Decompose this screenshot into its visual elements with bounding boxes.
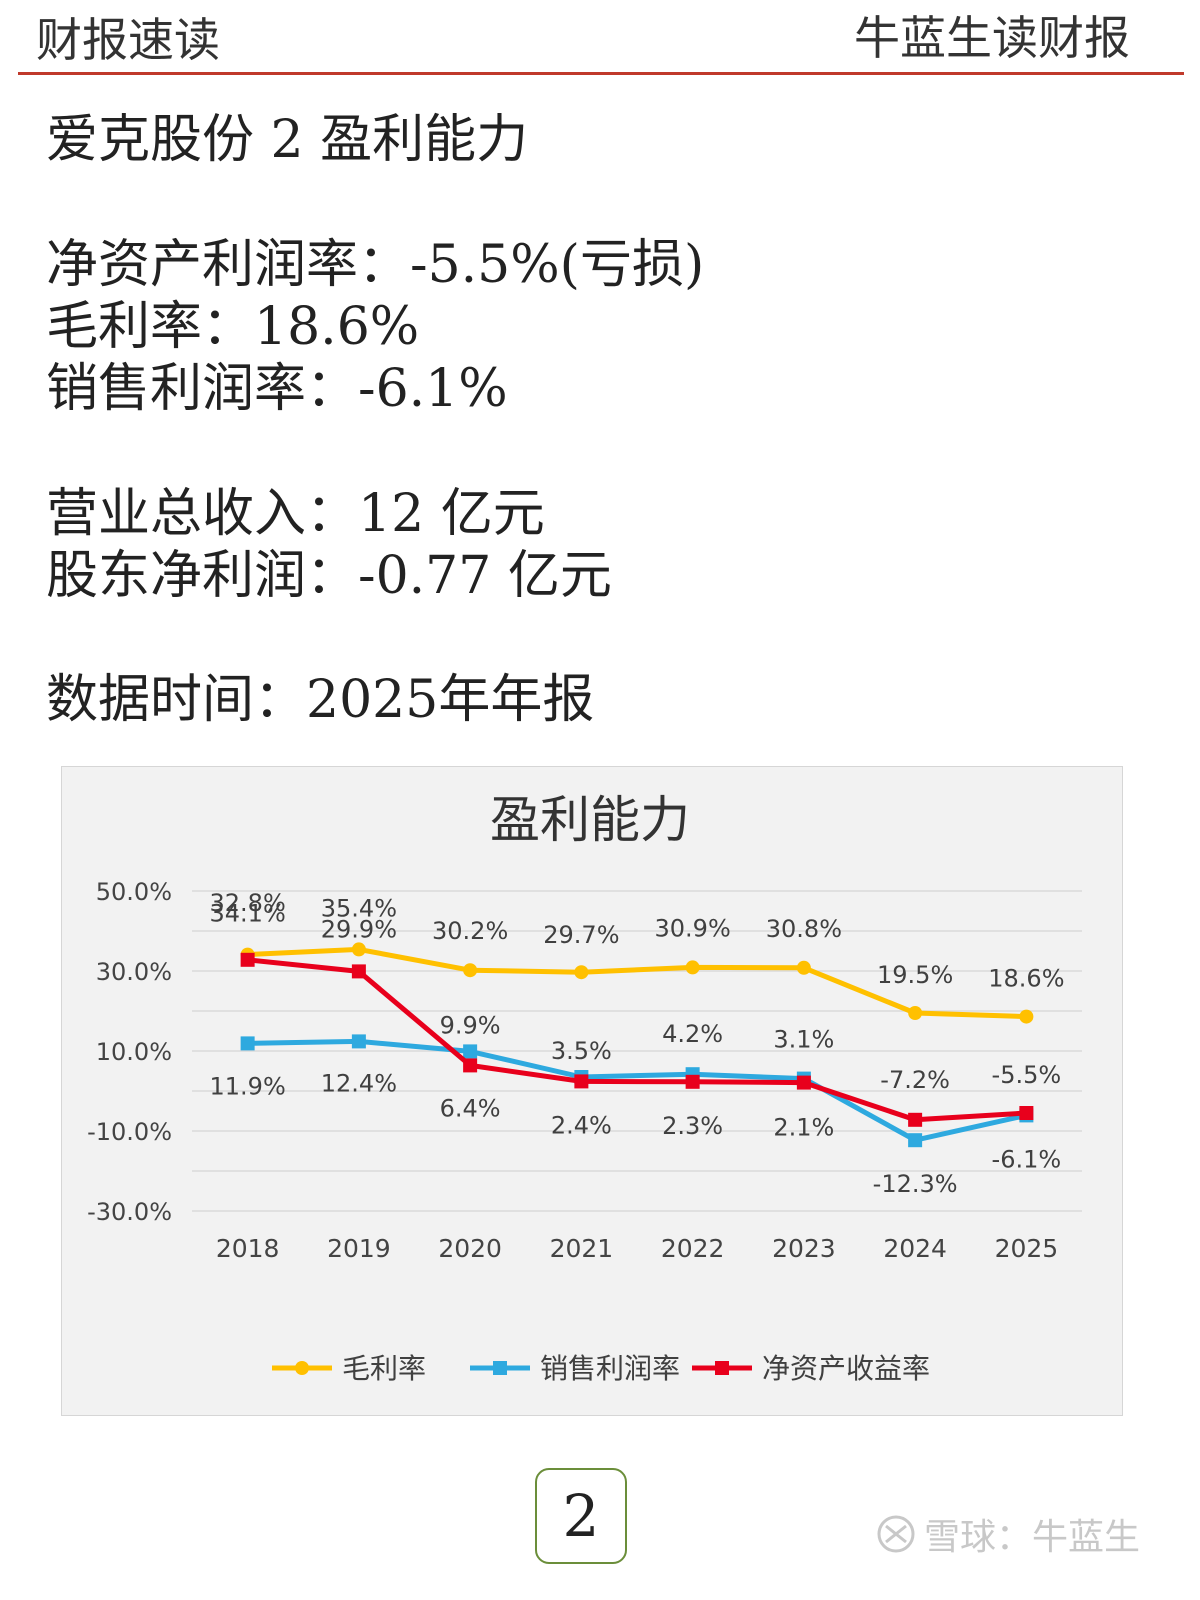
data-label: 32.8% bbox=[210, 889, 286, 917]
data-label: 3.5% bbox=[551, 1037, 612, 1065]
watermark-text: 雪球：牛蓝生 bbox=[923, 1517, 1140, 1558]
data-label: 6.4% bbox=[440, 1094, 501, 1122]
series-point bbox=[574, 1074, 589, 1089]
series-point bbox=[463, 963, 478, 978]
data-label: 2.1% bbox=[773, 1114, 834, 1142]
revenue-line: 营业总收入：12 亿元 bbox=[46, 484, 545, 544]
gross-margin-line: 毛利率：18.6% bbox=[46, 297, 420, 357]
y-tick-label: 10.0% bbox=[96, 1038, 172, 1066]
data-label: 2.4% bbox=[551, 1111, 612, 1139]
data-time-line: 数据时间：2025年年报 bbox=[46, 670, 595, 730]
series-point bbox=[1019, 1009, 1034, 1024]
data-label: 11.9% bbox=[210, 1072, 286, 1100]
data-label: 30.2% bbox=[432, 917, 508, 945]
data-label: 30.9% bbox=[655, 914, 731, 942]
x-tick-label: 2021 bbox=[550, 1234, 614, 1263]
series-line-0 bbox=[247, 946, 1027, 1020]
series-point bbox=[685, 960, 700, 975]
series-point bbox=[351, 964, 366, 979]
chart-title: 盈利能力 bbox=[490, 791, 690, 849]
y-tick-label: -30.0% bbox=[87, 1198, 172, 1226]
data-label: 35.4% bbox=[321, 894, 397, 922]
series-point bbox=[908, 1006, 923, 1020]
x-tick-label: 2018 bbox=[216, 1234, 280, 1263]
series-point bbox=[351, 1034, 366, 1049]
chart-svg: 盈利能力 50.0% 30.0% 10.0% -10.0% -30.0% 2018 2019… bbox=[87, 791, 1082, 1385]
series-point bbox=[463, 1044, 478, 1059]
data-label: 19.5% bbox=[877, 961, 953, 989]
watermark: 雪球：牛蓝生 bbox=[876, 1508, 1140, 1560]
x-tick-label: 2025 bbox=[995, 1234, 1059, 1263]
series-point bbox=[240, 952, 255, 967]
series-point bbox=[908, 1133, 923, 1148]
doc-title: 爱克股份 2 盈利能力 bbox=[46, 110, 529, 170]
x-tick-label: 2024 bbox=[883, 1234, 947, 1263]
series-point bbox=[1019, 1106, 1034, 1120]
series-point bbox=[685, 1074, 700, 1089]
page-number: 2 bbox=[535, 1468, 627, 1564]
data-label: 30.8% bbox=[766, 915, 842, 943]
data-label: -7.2% bbox=[880, 1066, 950, 1094]
data-label: 29.9% bbox=[321, 915, 397, 943]
series-point bbox=[351, 942, 366, 957]
y-tick-label: 30.0% bbox=[96, 958, 172, 986]
data-label: 34.1% bbox=[210, 900, 286, 928]
y-tick-label: -10.0% bbox=[87, 1118, 172, 1146]
data-label: 29.7% bbox=[543, 921, 619, 949]
series-point bbox=[908, 1112, 923, 1127]
series-point bbox=[463, 1058, 478, 1073]
series-point bbox=[240, 1036, 255, 1051]
data-label: 2.3% bbox=[662, 1112, 723, 1140]
x-tick-label: 2023 bbox=[772, 1234, 836, 1263]
data-label: 9.9% bbox=[440, 1011, 501, 1039]
net-margin-line: 销售利润率：-6.1% bbox=[46, 359, 508, 419]
profitability-chart: 盈利能力 50.0% 30.0% 10.0% -10.0% -30.0% 2018 2019… bbox=[61, 766, 1123, 1416]
legend-marker bbox=[295, 1361, 309, 1375]
header-left-title: 财报速读 bbox=[36, 13, 220, 67]
series-point bbox=[796, 960, 811, 975]
snowball-logo-icon bbox=[877, 1515, 915, 1553]
x-tick-label: 2020 bbox=[438, 1234, 502, 1263]
data-label: 3.1% bbox=[773, 1026, 834, 1054]
data-label: -5.5% bbox=[992, 1061, 1062, 1089]
data-label: 4.2% bbox=[662, 1020, 723, 1048]
legend-label: 毛利率 bbox=[342, 1352, 426, 1385]
series-point bbox=[574, 965, 589, 980]
data-label: 18.6% bbox=[988, 965, 1064, 993]
roe-line: 净资产利润率：-5.5%(亏损) bbox=[46, 235, 705, 295]
series-point bbox=[796, 1075, 811, 1090]
data-label: -12.3% bbox=[873, 1170, 958, 1198]
data-label: -6.1% bbox=[992, 1145, 1062, 1173]
x-tick-label: 2022 bbox=[661, 1234, 725, 1263]
series-line-1 bbox=[247, 1038, 1027, 1143]
header-divider bbox=[18, 72, 1184, 75]
legend-label: 净资产收益率 bbox=[762, 1352, 930, 1385]
legend-marker bbox=[493, 1361, 507, 1375]
legend-label: 销售利润率 bbox=[540, 1352, 680, 1385]
y-tick-label: 50.0% bbox=[96, 878, 172, 906]
net-profit-line: 股东净利润：-0.77 亿元 bbox=[46, 546, 612, 606]
series-line-2 bbox=[247, 957, 1027, 1123]
data-label: 12.4% bbox=[321, 1069, 397, 1097]
x-tick-label: 2019 bbox=[327, 1234, 391, 1263]
header-right-title: 牛蓝生读财报 bbox=[854, 11, 1130, 65]
legend-marker bbox=[715, 1361, 729, 1375]
